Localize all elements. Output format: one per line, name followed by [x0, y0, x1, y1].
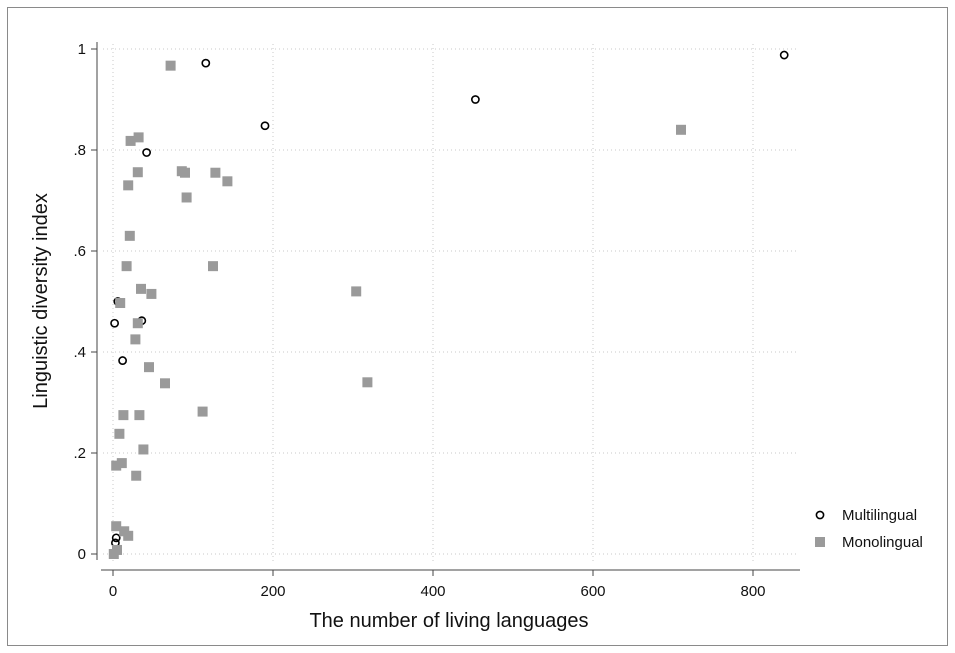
monolingual-point — [210, 167, 221, 178]
legend-multilingual-label: Multilingual — [842, 507, 917, 524]
x-axis-title: The number of living languages — [309, 610, 588, 632]
monolingual-point — [222, 176, 233, 187]
monolingual-point — [146, 288, 157, 299]
monolingual-point — [180, 167, 190, 178]
monolingual-point — [676, 124, 686, 135]
monolingual-point — [111, 460, 122, 471]
monolingual-point — [136, 283, 146, 294]
monolingual-point — [115, 298, 126, 309]
multilingual-point — [779, 50, 789, 60]
monolingual-point — [138, 444, 149, 455]
legend-monolingual-label: Monolingual — [842, 534, 923, 551]
x-tick-label: 0 — [109, 583, 117, 600]
monolingual-point — [124, 230, 135, 241]
monolingual-point — [131, 470, 142, 481]
monolingual-point — [134, 410, 145, 421]
y-axis-title: Linguistic diversity index — [30, 193, 52, 409]
multilingual-point — [111, 533, 121, 543]
monolingual-point — [123, 180, 134, 191]
monolingual-point — [165, 60, 176, 71]
monolingual-point — [123, 530, 134, 541]
monolingual-point — [125, 135, 136, 146]
monolingual-point — [133, 132, 144, 143]
x-tick-label: 400 — [420, 583, 445, 600]
y-tick-label: .6 — [73, 243, 86, 260]
multilingual-point — [118, 356, 127, 365]
monolingual-point — [121, 261, 132, 272]
grid — [103, 44, 797, 562]
tick-marks — [91, 48, 754, 576]
tick-labels: 0 .2 .4 .6 .8 1 0 200 400 600 800 — [73, 41, 765, 600]
monolingual-point — [208, 261, 218, 272]
monolingual-point — [351, 286, 362, 297]
multilingual-point — [260, 121, 270, 131]
multilingual-point — [470, 95, 480, 104]
monolingual-point — [108, 549, 119, 559]
monolingual-point — [181, 192, 192, 203]
legend-multilingual-marker — [815, 510, 825, 520]
chart-frame — [7, 7, 948, 646]
monolingual-point — [130, 334, 141, 345]
monolingual-point — [132, 318, 143, 329]
monolingual-point — [114, 428, 125, 439]
monolingual-point — [197, 406, 208, 417]
x-tick-label: 200 — [260, 583, 285, 600]
y-tick-label: .8 — [73, 142, 86, 159]
monolingual-point — [144, 362, 154, 373]
monolingual-point — [160, 378, 170, 389]
axes — [96, 42, 800, 571]
data-points — [108, 50, 789, 559]
x-tick-label: 600 — [580, 583, 605, 600]
legend-monolingual-marker — [815, 537, 825, 547]
monolingual-point — [132, 167, 143, 178]
monolingual-point — [362, 377, 373, 388]
y-tick-label: 1 — [78, 41, 86, 58]
monolingual-point — [111, 521, 122, 532]
y-tick-label: 0 — [78, 546, 86, 563]
monolingual-point — [118, 410, 129, 421]
x-tick-label: 800 — [740, 583, 765, 600]
multilingual-point — [110, 318, 119, 328]
multilingual-point — [142, 148, 151, 157]
multilingual-point — [201, 58, 211, 68]
y-tick-label: .4 — [73, 344, 86, 361]
monolingual-point — [116, 458, 127, 469]
y-tick-label: .2 — [73, 445, 86, 462]
legend: Multilingual Monolingual — [815, 507, 923, 551]
